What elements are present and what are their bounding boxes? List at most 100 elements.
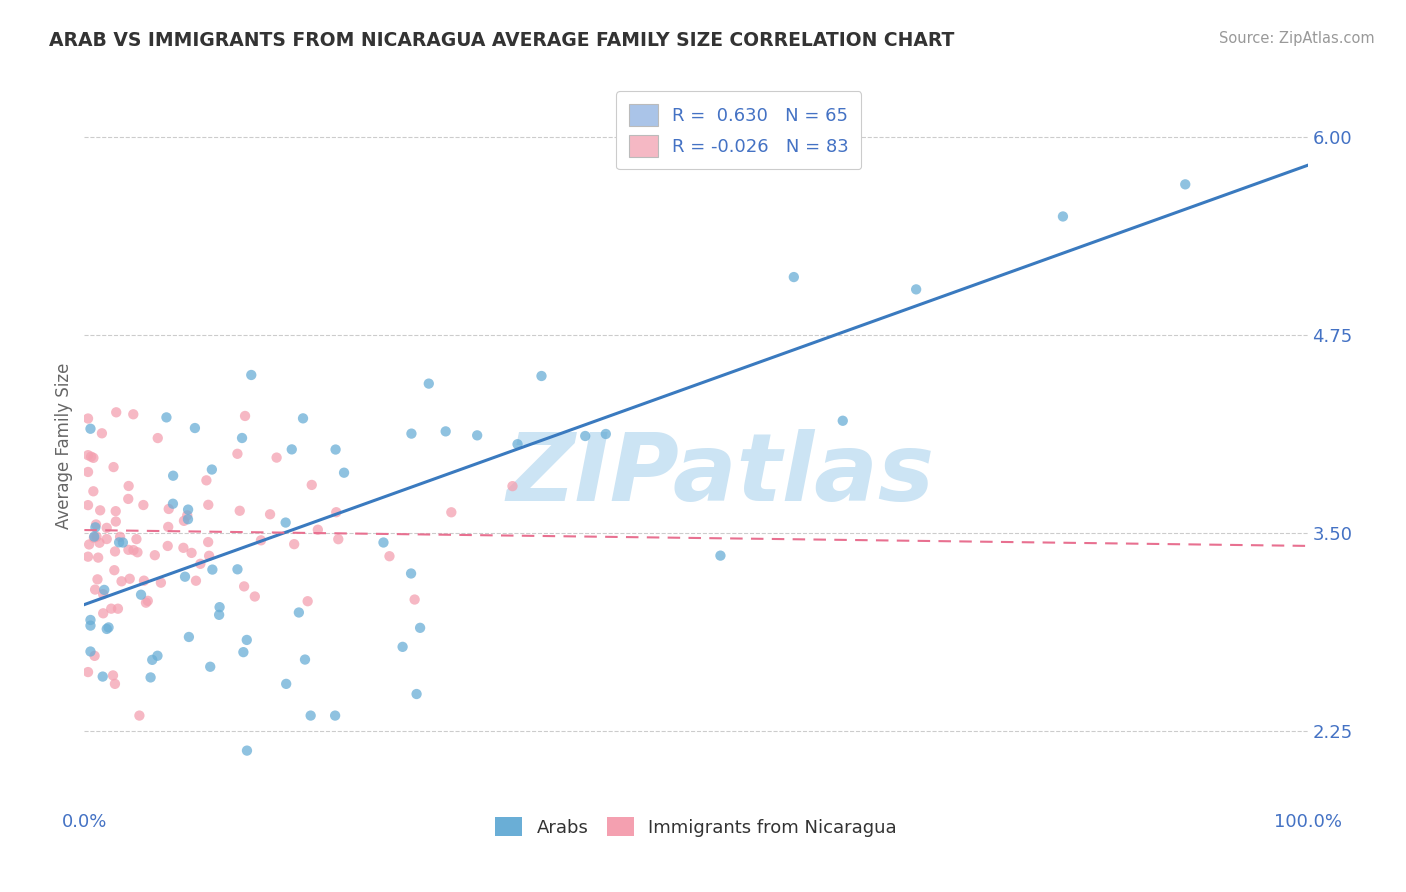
Point <box>82 450 104 465</box>
Point <box>82 484 104 499</box>
Point <box>122 407 145 421</box>
Point <box>180 546 202 560</box>
Point <box>135 596 157 610</box>
Point <box>434 425 457 439</box>
Point <box>1052 210 1074 224</box>
Point <box>84 582 107 597</box>
Legend: Arabs, Immigrants from Nicaragua: Arabs, Immigrants from Nicaragua <box>488 809 904 844</box>
Point <box>198 549 221 563</box>
Point <box>117 491 139 506</box>
Point <box>129 588 152 602</box>
Point <box>294 652 316 666</box>
Point <box>831 414 853 428</box>
Point <box>162 497 184 511</box>
Point <box>226 562 249 576</box>
Point <box>391 640 413 654</box>
Point <box>195 474 218 488</box>
Point <box>301 478 323 492</box>
Point <box>323 708 346 723</box>
Point <box>77 498 100 512</box>
Point <box>83 531 105 545</box>
Point <box>288 606 311 620</box>
Point <box>274 516 297 530</box>
Point <box>110 574 132 589</box>
Point <box>259 508 281 522</box>
Point <box>172 541 194 555</box>
Point <box>208 607 231 622</box>
Point <box>905 282 928 296</box>
Point <box>80 450 103 464</box>
Point <box>201 462 224 476</box>
Point <box>96 521 118 535</box>
Point <box>404 592 426 607</box>
Point <box>173 514 195 528</box>
Point <box>101 668 124 682</box>
Point <box>79 644 101 658</box>
Point <box>236 743 259 757</box>
Point <box>77 665 100 679</box>
Point <box>233 579 256 593</box>
Point <box>378 549 401 564</box>
Point <box>1174 178 1197 192</box>
Point <box>143 548 166 562</box>
Point <box>87 550 110 565</box>
Point <box>418 376 440 391</box>
Point <box>783 270 806 285</box>
Y-axis label: Average Family Size: Average Family Size <box>55 363 73 529</box>
Point <box>86 530 108 544</box>
Point <box>105 405 128 419</box>
Point <box>111 535 134 549</box>
Point <box>236 632 259 647</box>
Point <box>79 422 101 436</box>
Point <box>122 543 145 558</box>
Point <box>276 677 298 691</box>
Point <box>108 530 131 544</box>
Point <box>250 533 273 548</box>
Point <box>117 479 139 493</box>
Point <box>156 539 179 553</box>
Point <box>83 648 105 663</box>
Point <box>107 601 129 615</box>
Point <box>333 466 356 480</box>
Point <box>440 505 463 519</box>
Point <box>132 498 155 512</box>
Point <box>574 429 596 443</box>
Point <box>91 607 114 621</box>
Point <box>84 517 107 532</box>
Point <box>405 687 427 701</box>
Point <box>232 645 254 659</box>
Point <box>97 620 120 634</box>
Point <box>325 505 347 519</box>
Point <box>90 426 112 441</box>
Point <box>89 503 111 517</box>
Point <box>177 502 200 516</box>
Point <box>506 437 529 451</box>
Point <box>77 537 100 551</box>
Point <box>141 653 163 667</box>
Point <box>84 520 107 534</box>
Point <box>231 431 253 445</box>
Point <box>132 574 155 588</box>
Point <box>96 532 118 546</box>
Point <box>118 572 141 586</box>
Point <box>104 504 127 518</box>
Point <box>228 504 250 518</box>
Point <box>176 508 198 523</box>
Point <box>125 532 148 546</box>
Point <box>91 587 114 601</box>
Point <box>103 563 125 577</box>
Point <box>200 659 222 673</box>
Point <box>103 460 125 475</box>
Point <box>266 450 288 465</box>
Point <box>709 549 731 563</box>
Point <box>240 368 263 382</box>
Point <box>157 502 180 516</box>
Point <box>104 515 127 529</box>
Point <box>146 648 169 663</box>
Point <box>177 630 200 644</box>
Point <box>465 428 488 442</box>
Point <box>86 572 108 586</box>
Point <box>79 613 101 627</box>
Point <box>149 575 172 590</box>
Point <box>297 594 319 608</box>
